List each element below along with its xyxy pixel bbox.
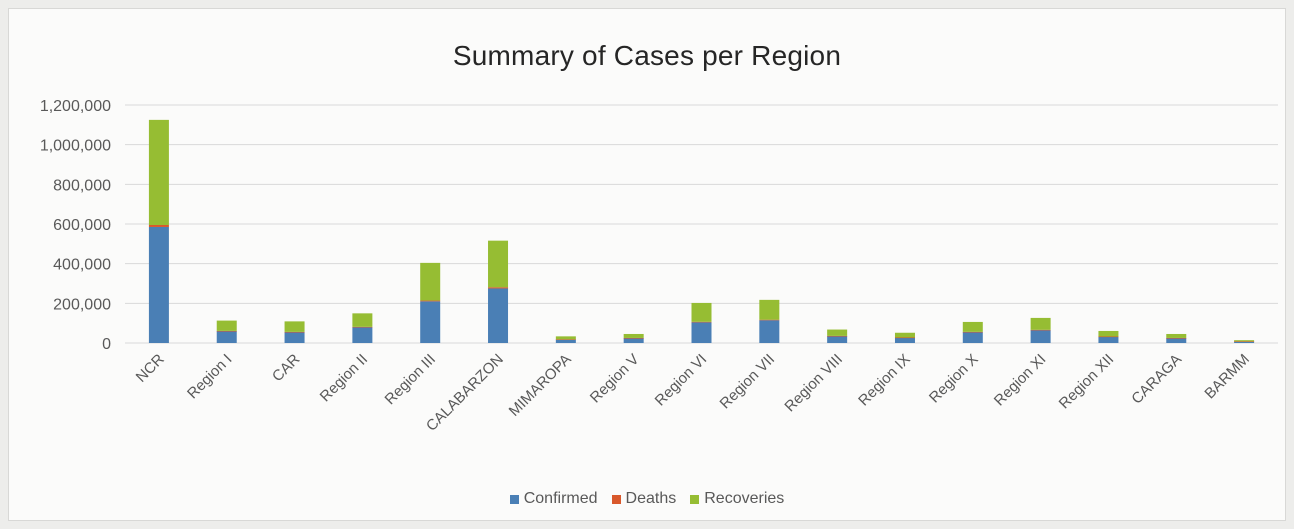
- bar-confirmed: [623, 338, 644, 343]
- bar-deaths: [623, 337, 644, 339]
- bars: [148, 119, 1255, 343]
- legend: Confirmed Deaths Recoveries: [0, 490, 1294, 508]
- legend-item-recoveries: Recoveries: [690, 490, 784, 508]
- bar-recoveries: [488, 240, 509, 288]
- chart-title: Summary of Cases per Region: [452, 40, 842, 71]
- bar-deaths: [488, 287, 509, 289]
- bar-recoveries: [1234, 340, 1255, 342]
- bar-recoveries: [352, 313, 373, 327]
- y-tick-label: 1,200,000: [40, 98, 111, 115]
- y-tick-label: 0: [102, 336, 111, 353]
- bar-confirmed: [1030, 330, 1051, 343]
- bar-confirmed: [284, 332, 305, 343]
- bar-recoveries: [148, 119, 169, 225]
- gridlines: [125, 104, 1278, 344]
- x-tick-label: Region VI: [652, 351, 711, 410]
- bar-deaths: [894, 337, 915, 339]
- bar-recoveries: [1098, 330, 1119, 337]
- bar-deaths: [284, 331, 305, 333]
- x-tick-label: Region VII: [717, 351, 779, 413]
- legend-label-confirmed: Confirmed: [523, 490, 598, 507]
- bar-deaths: [1166, 337, 1187, 339]
- bar-confirmed: [488, 288, 509, 343]
- bar-confirmed: [420, 301, 441, 343]
- bar-recoveries: [1166, 333, 1187, 338]
- x-tick-label: Region X: [926, 351, 982, 407]
- legend-item-confirmed: Confirmed: [509, 490, 598, 508]
- bar-confirmed: [555, 339, 576, 343]
- x-axis-ticks: NCR Region I CAR Region II Region IIICALABAR…: [133, 351, 1253, 435]
- bar-confirmed: [148, 226, 169, 343]
- bar-confirmed: [827, 336, 848, 343]
- bar-confirmed: [962, 332, 983, 343]
- x-tick-label: BARMM: [1201, 351, 1253, 403]
- bar-deaths: [691, 321, 712, 323]
- bar-recoveries: [623, 333, 644, 338]
- bar-confirmed: [352, 327, 373, 343]
- bar-recoveries: [894, 332, 915, 338]
- x-tick-label: Region II: [317, 351, 371, 405]
- x-tick-label: Region III: [382, 351, 439, 408]
- bar-recoveries: [691, 302, 712, 322]
- bar-recoveries: [555, 336, 576, 340]
- legend-swatch-deaths: [611, 494, 621, 504]
- chart-frame: [8, 8, 1286, 521]
- y-axis-ticks: 0 200,000 400,000 600,000 800,000 1,000,000 1,…: [40, 98, 111, 353]
- bar-deaths: [420, 300, 441, 302]
- bar-recoveries: [759, 299, 780, 320]
- bar-recoveries: [284, 321, 305, 332]
- legend-swatch-confirmed: [509, 494, 519, 504]
- bar-deaths: [827, 335, 848, 337]
- x-tick-label: Region XI: [991, 351, 1050, 410]
- x-tick-label: CAR: [269, 351, 304, 386]
- y-tick-label: 200,000: [53, 296, 111, 313]
- bar-confirmed: [1234, 341, 1255, 343]
- bar-confirmed: [894, 337, 915, 343]
- legend-label-deaths: Deaths: [625, 490, 677, 507]
- chart-plot: 0 200,000 400,000 600,000 800,000 1,000,000 1,…: [40, 98, 1278, 435]
- legend-label-recoveries: Recoveries: [704, 490, 785, 507]
- bar-recoveries: [420, 262, 441, 301]
- bar-deaths: [962, 331, 983, 333]
- bar-confirmed: [216, 331, 237, 343]
- y-tick-label: 600,000: [53, 217, 111, 234]
- bar-recoveries: [827, 329, 848, 336]
- y-tick-label: 800,000: [53, 177, 111, 194]
- bar-confirmed: [759, 320, 780, 343]
- bar-recoveries: [216, 320, 237, 331]
- x-tick-label: Region I: [184, 351, 236, 403]
- bar-confirmed: [1166, 338, 1187, 343]
- bar-deaths: [1030, 329, 1051, 331]
- bar-deaths: [1098, 336, 1119, 338]
- x-tick-label: Region V: [587, 351, 643, 407]
- legend-swatch-recoveries: [690, 494, 700, 504]
- bar-deaths: [759, 319, 780, 321]
- bar-recoveries: [1030, 317, 1051, 330]
- bar-confirmed: [691, 322, 712, 343]
- bar-recoveries: [962, 321, 983, 332]
- y-tick-label: 1,000,000: [40, 138, 111, 155]
- bar-deaths: [352, 326, 373, 328]
- x-tick-label: Region XII: [1056, 351, 1118, 413]
- bar-deaths: [1234, 341, 1255, 342]
- bar-confirmed: [1098, 336, 1119, 343]
- x-tick-label: NCR: [133, 351, 168, 386]
- bar-deaths: [148, 224, 169, 227]
- x-tick-label: MIMAROPA: [506, 351, 575, 420]
- bar-deaths: [555, 339, 576, 340]
- x-tick-label: Region VIII: [781, 351, 846, 416]
- x-tick-label: Region IX: [855, 351, 914, 410]
- x-tick-label: CARAGA: [1128, 351, 1185, 408]
- legend-item-deaths: Deaths: [611, 490, 677, 508]
- bar-deaths: [216, 330, 237, 332]
- y-tick-label: 400,000: [53, 257, 111, 274]
